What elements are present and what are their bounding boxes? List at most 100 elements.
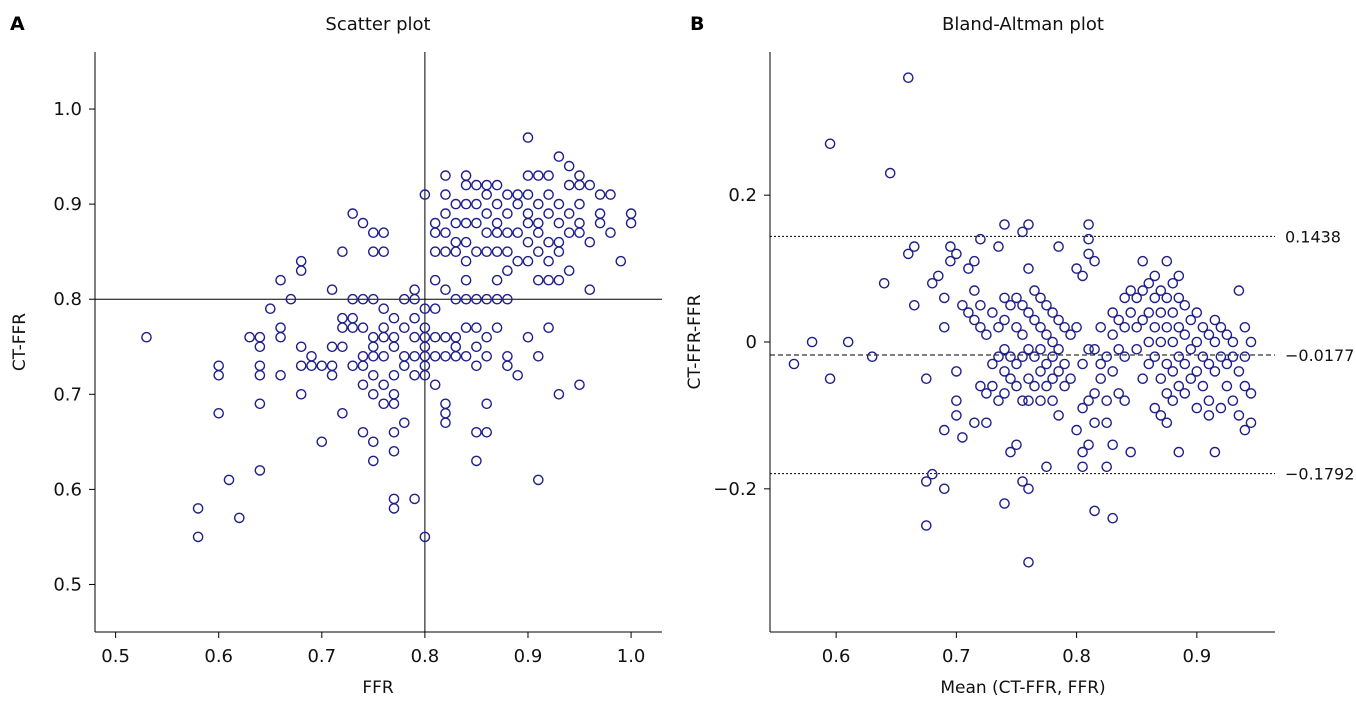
panel-a-y-tick-label: 0.7 bbox=[53, 384, 82, 405]
panel-b-data-point bbox=[1053, 410, 1064, 421]
panel-b-data-point bbox=[1167, 395, 1179, 407]
panel-a-data-point bbox=[471, 179, 482, 191]
panel-a-data-point bbox=[481, 227, 493, 238]
panel-a-data-point bbox=[326, 341, 338, 353]
panel-a-data-point bbox=[337, 407, 348, 419]
panel-b-data-point bbox=[939, 483, 950, 495]
panel-b-data-point bbox=[1017, 351, 1028, 363]
panel-a-data-point bbox=[450, 293, 462, 305]
panel-b-data-point bbox=[1035, 343, 1046, 355]
panel-a-data-point bbox=[398, 417, 410, 429]
panel-a-data-point bbox=[213, 360, 224, 372]
panel-a-data-point bbox=[522, 170, 534, 181]
panel-a-data-point bbox=[471, 341, 482, 353]
panel-b-data-point bbox=[1083, 439, 1094, 451]
panel-a-data-point bbox=[398, 360, 410, 372]
panel-b-data-point bbox=[975, 380, 986, 392]
panel-b-data-point bbox=[1233, 410, 1245, 421]
panel-b-data-point bbox=[1107, 512, 1118, 524]
panel-b-data-point bbox=[1149, 351, 1161, 363]
panel-a-data-point bbox=[192, 503, 204, 514]
panel-a-x-axis-label: FFR bbox=[362, 678, 394, 698]
panel-a-data-point bbox=[357, 350, 369, 362]
panel-a-data-point bbox=[533, 350, 544, 362]
panel-b-data-point bbox=[1011, 358, 1022, 370]
panel-b-data-point bbox=[1041, 329, 1052, 341]
panel-b-data-point bbox=[939, 292, 950, 304]
panel-a-data-point bbox=[409, 312, 420, 324]
panel-a-data-point bbox=[460, 274, 472, 286]
panel-b-data-point bbox=[1077, 270, 1088, 282]
panel-b-reference-line-label: 0.1438 bbox=[1285, 227, 1341, 246]
panel-b-data-point bbox=[1173, 446, 1185, 458]
panel-a-data-point bbox=[357, 360, 369, 372]
panel-a-points bbox=[141, 132, 637, 543]
panel-a-data-point bbox=[141, 331, 152, 343]
panel-b-title: Bland-Altman plot bbox=[942, 14, 1104, 35]
panel-b-data-point bbox=[1131, 321, 1142, 333]
panel-a-data-point bbox=[502, 360, 513, 372]
panel-a-data-point bbox=[378, 398, 390, 410]
panel-b-data-point bbox=[1041, 358, 1052, 370]
panel-b-data-point bbox=[1167, 366, 1179, 377]
panel-b-data-point bbox=[1089, 388, 1100, 399]
panel-a-data-point bbox=[440, 331, 451, 343]
panel-b-data-point bbox=[939, 321, 950, 333]
panel-a-data-point bbox=[522, 208, 534, 219]
panel-a-data-point bbox=[481, 293, 493, 305]
panel-b-data-point bbox=[921, 373, 932, 385]
panel-a-data-point bbox=[584, 179, 596, 191]
panel-b-data-point bbox=[1083, 395, 1094, 407]
panel-a-data-point bbox=[450, 198, 462, 210]
panel-a-data-point bbox=[471, 426, 482, 438]
panel-a-data-point bbox=[357, 379, 369, 391]
panel-b-data-point bbox=[1221, 329, 1233, 341]
panel-a-data-point bbox=[543, 208, 554, 219]
panel-b-axes: 0.6 0.7 0.8 0.9 −0.2 0 0.2 0.1438 −0.0177 −0.1792 bbox=[713, 52, 1354, 667]
panel-a-y-tick-label: 0.5 bbox=[53, 574, 82, 595]
panel-b-data-point bbox=[1029, 351, 1040, 363]
panel-a-data-point bbox=[419, 369, 431, 381]
panel-b-data-point bbox=[1221, 380, 1233, 392]
panel-b-data-point bbox=[1149, 292, 1161, 304]
panel-a-data-point bbox=[388, 341, 400, 353]
panel-b-data-point bbox=[1245, 417, 1257, 429]
panel-a-data-point bbox=[378, 322, 390, 334]
panel-b-x-tick-label: 0.6 bbox=[822, 646, 851, 667]
panel-b-data-point bbox=[1011, 439, 1022, 451]
panel-b-data-point bbox=[957, 432, 968, 443]
panel-a-x-tick-label: 0.8 bbox=[411, 646, 440, 667]
panel-a-data-point bbox=[233, 512, 245, 524]
panel-b-data-point bbox=[927, 468, 938, 480]
panel-a-data-point bbox=[429, 303, 441, 315]
panel-b-data-point bbox=[1047, 395, 1058, 407]
panel-a-data-point bbox=[192, 531, 204, 543]
panel-a-data-point bbox=[295, 255, 307, 267]
panel-b-data-point bbox=[963, 307, 974, 318]
panel-a-data-point bbox=[502, 246, 513, 257]
panel-a-data-point bbox=[337, 322, 348, 334]
panel-b-data-point bbox=[1089, 505, 1100, 517]
panel-b-x-tick-label: 0.7 bbox=[942, 646, 971, 667]
panel-a-data-point bbox=[574, 170, 585, 181]
panel-b-data-point bbox=[1209, 446, 1221, 458]
panel-b-data-point bbox=[1005, 373, 1016, 385]
panel-a-data-point bbox=[367, 331, 379, 343]
panel-b-data-point bbox=[993, 351, 1004, 363]
panel-a-data-point bbox=[326, 284, 338, 296]
panel-a-data-point bbox=[502, 293, 513, 305]
panel-a-data-point bbox=[491, 293, 503, 305]
panel-a-data-point bbox=[481, 246, 493, 257]
panel-a-data-point bbox=[398, 322, 410, 334]
panel-a-x-tick-label: 0.7 bbox=[307, 646, 336, 667]
panel-a-data-point bbox=[471, 246, 482, 257]
panel-a-data-point bbox=[543, 255, 554, 267]
panel-a-data-point bbox=[295, 360, 307, 372]
panel-b-data-point bbox=[1203, 395, 1215, 407]
panel-b-data-point bbox=[1023, 343, 1034, 355]
panel-a-data-point bbox=[347, 360, 359, 372]
panel-a-data-point bbox=[594, 208, 606, 219]
panel-b-data-point bbox=[909, 241, 920, 252]
panel-b-data-point bbox=[1209, 366, 1221, 377]
panel-a-data-point bbox=[522, 132, 534, 143]
